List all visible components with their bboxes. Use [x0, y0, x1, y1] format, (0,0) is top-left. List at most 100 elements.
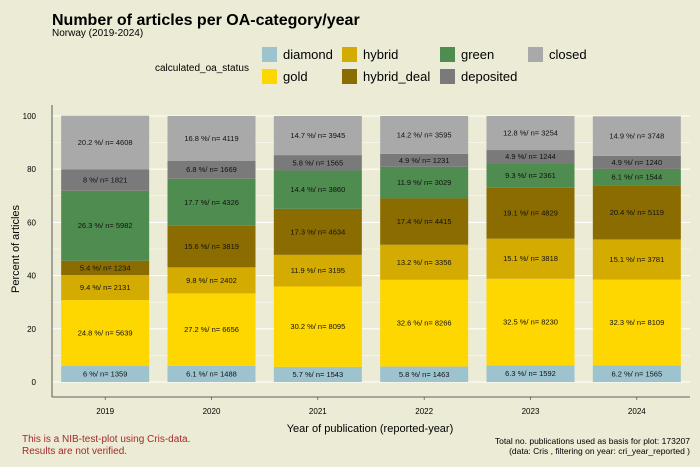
data-label-deposited-2022: 4.9 %/ n= 1231	[399, 156, 450, 165]
bar-segment-green-2024	[592, 168, 681, 186]
data-label-diamond-2024: 6.2 %/ n= 1565	[611, 369, 662, 378]
data-label-hybrid-2020: 9.8 %/ n= 2402	[186, 276, 237, 285]
legend-swatch-deposited	[440, 69, 455, 84]
data-label-green-2021: 14.4 %/ n= 3860	[290, 185, 345, 194]
legend-swatch-closed	[528, 47, 543, 62]
bar-segment-deposited-2020	[167, 160, 256, 179]
data-label-hybrid_deal-2024: 20.4 %/ n= 5119	[610, 208, 664, 217]
x-axis-label: Year of publication (reported-year)	[287, 423, 454, 435]
data-label-green-2023: 9.3 %/ n= 2361	[505, 171, 556, 180]
legend-swatch-hybrid_deal	[342, 69, 357, 84]
data-label-deposited-2019: 8 %/ n= 1821	[83, 176, 127, 185]
data-label-green-2019: 26.3 %/ n= 5982	[78, 221, 133, 230]
x-tick-label: 2023	[522, 407, 540, 416]
data-label-closed-2023: 12.8 %/ n= 3254	[503, 129, 558, 138]
y-tick-label: 60	[27, 218, 36, 227]
data-label-closed-2022: 14.2 %/ n= 3595	[397, 130, 452, 139]
data-label-closed-2019: 20.2 %/ n= 4608	[78, 138, 133, 147]
bar-segment-green-2022	[380, 166, 469, 199]
data-label-hybrid-2021: 11.9 %/ n= 3195	[291, 266, 345, 275]
bar-segment-hybrid-2024	[592, 239, 681, 280]
bar-segment-hybrid_deal-2022	[380, 198, 469, 245]
x-tick-label: 2021	[309, 407, 327, 416]
bar-segment-hybrid-2019	[61, 275, 150, 301]
bar-segment-closed-2023	[486, 116, 575, 151]
data-label-diamond-2020: 6.1 %/ n= 1488	[186, 369, 237, 378]
legend-label-closed: closed	[549, 47, 587, 62]
y-tick-label: 40	[27, 272, 36, 281]
x-tick-label: 2020	[203, 407, 221, 416]
bar-segment-closed-2021	[273, 116, 362, 156]
y-tick-label: 80	[27, 165, 36, 174]
bar-segment-closed-2019	[61, 115, 150, 170]
y-tick-label: 100	[23, 112, 37, 121]
chart-subtitle: Norway (2019-2024)	[52, 28, 143, 39]
bar-segment-hybrid_deal-2023	[486, 187, 575, 239]
legend-label-gold: gold	[283, 69, 308, 84]
data-label-closed-2020: 16.8 %/ n= 4119	[184, 134, 238, 143]
bar-segment-hybrid_deal-2021	[273, 208, 362, 255]
warning-note-line2: Results are not verified.	[22, 446, 127, 457]
bar-segment-gold-2023	[486, 278, 575, 366]
data-label-hybrid-2024: 15.1 %/ n= 3781	[609, 255, 664, 264]
total-note-line2: (data: Cris , filtering on year: cri_yea…	[509, 446, 690, 456]
data-label-closed-2021: 14.7 %/ n= 3945	[290, 131, 345, 140]
chart-title: Number of articles per OA-category/year	[52, 12, 360, 29]
bar-segment-deposited-2019	[61, 169, 150, 191]
legend-swatch-green	[440, 47, 455, 62]
bar-segment-green-2021	[273, 170, 362, 209]
bar-segment-hybrid_deal-2024	[592, 185, 681, 240]
data-label-hybrid_deal-2022: 17.4 %/ n= 4415	[397, 217, 452, 226]
bar-segment-diamond-2021	[273, 366, 362, 382]
data-label-green-2020: 17.7 %/ n= 4326	[184, 198, 239, 207]
bar-segment-gold-2019	[61, 300, 150, 367]
plot-area: 0 20 40 60 80 100 6 %/ n= 1359 24.8 %/ n= 5639 9…	[23, 105, 690, 416]
bar-segment-diamond-2023	[486, 365, 575, 382]
y-tick-label: 0	[32, 378, 37, 387]
x-tick-label: 2022	[415, 407, 433, 416]
data-label-green-2024: 6.1 %/ n= 1544	[611, 173, 662, 182]
data-label-deposited-2023: 4.9 %/ n= 1244	[505, 152, 556, 161]
data-label-deposited-2021: 5.8 %/ n= 1565	[292, 158, 343, 167]
bar-segment-hybrid-2020	[167, 267, 256, 294]
data-label-diamond-2022: 5.8 %/ n= 1463	[399, 370, 450, 379]
legend-label-hybrid_deal: hybrid_deal	[363, 69, 430, 84]
bar-segment-hybrid-2022	[380, 244, 469, 280]
bar-segment-deposited-2022	[380, 153, 469, 167]
bar-segment-gold-2021	[273, 286, 362, 367]
data-label-diamond-2023: 6.3 %/ n= 1592	[505, 369, 556, 378]
bar-segment-diamond-2024	[592, 365, 681, 382]
data-label-gold-2024: 32.3 %/ n= 8109	[609, 318, 664, 327]
data-label-deposited-2024: 4.9 %/ n= 1240	[611, 158, 662, 167]
y-axis-label: Percent of articles	[10, 204, 22, 293]
legend-title: calculated_oa_status	[155, 63, 249, 74]
x-tick-label: 2019	[96, 407, 114, 416]
data-label-gold-2019: 24.8 %/ n= 5639	[78, 329, 133, 338]
data-label-hybrid-2022: 13.2 %/ n= 3356	[397, 258, 452, 267]
bar-segment-hybrid_deal-2020	[167, 225, 256, 268]
bar-segment-green-2020	[167, 178, 256, 226]
bar-segment-gold-2024	[592, 279, 681, 366]
data-label-gold-2020: 27.2 %/ n= 6656	[184, 325, 239, 334]
data-label-diamond-2019: 6 %/ n= 1359	[83, 370, 127, 379]
bar-segment-diamond-2020	[167, 365, 256, 382]
legend-swatch-gold	[262, 69, 277, 84]
bar-segment-deposited-2023	[486, 150, 575, 164]
data-label-deposited-2020: 6.8 %/ n= 1669	[186, 165, 237, 174]
data-label-hybrid_deal-2020: 15.6 %/ n= 3819	[184, 242, 239, 251]
legend-label-deposited: deposited	[461, 69, 517, 84]
legend-label-hybrid: hybrid	[363, 47, 398, 62]
legend-label-diamond: diamond	[283, 47, 333, 62]
bar-segment-diamond-2019	[61, 366, 150, 382]
bar-segment-gold-2020	[167, 293, 256, 366]
data-label-hybrid-2023: 15.1 %/ n= 3818	[503, 254, 558, 263]
bar-segment-deposited-2024	[592, 155, 681, 169]
x-tick-label: 2024	[628, 407, 646, 416]
data-label-hybrid-2019: 9.4 %/ n= 2131	[80, 283, 131, 292]
legend-label-green: green	[461, 47, 494, 62]
bar-segment-closed-2022	[380, 116, 469, 154]
data-label-hybrid_deal-2023: 19.1 %/ n= 4829	[503, 209, 558, 218]
bar-segment-green-2023	[486, 163, 575, 188]
data-label-gold-2023: 32.5 %/ n= 8230	[503, 318, 558, 327]
